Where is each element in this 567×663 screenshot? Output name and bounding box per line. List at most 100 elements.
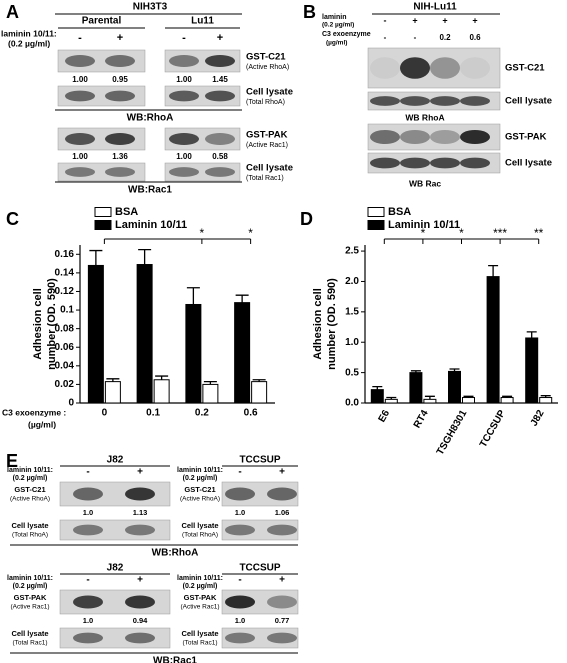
y-tick-label: 0 [68, 398, 74, 409]
treatment-label: (0.2 µg/ml) [183, 583, 218, 590]
band [169, 55, 199, 67]
panel-letter: E [6, 451, 18, 471]
x-tick-label: 0 [102, 408, 108, 419]
treatment-sign: + [279, 575, 285, 586]
y-tick-label: 0.5 [345, 367, 359, 378]
bar [104, 381, 121, 404]
band [267, 487, 297, 501]
bar [448, 370, 461, 404]
band [370, 96, 400, 106]
band [225, 524, 255, 536]
row-label: GST-PAK [184, 593, 217, 602]
band [400, 96, 430, 106]
y-axis-label: Adhesion cell [32, 288, 44, 360]
band [370, 157, 400, 169]
error-bar [410, 370, 421, 373]
treatment-sign: + [279, 467, 285, 478]
condition-value: + [442, 15, 447, 25]
band [125, 595, 155, 609]
error-bar [252, 379, 266, 382]
band [65, 55, 95, 67]
y-tick-label: 1.0 [345, 337, 359, 348]
row-sublabel: (Total Rac1) [12, 640, 47, 647]
condition-value: + [472, 15, 477, 25]
row-label: GST-C21 [184, 485, 215, 494]
y-axis-label: Adhesion cell [312, 288, 324, 360]
band-ratio: 1.0 [235, 508, 245, 517]
band [400, 57, 430, 79]
wb-label: WB RhoA [405, 112, 444, 122]
significance-mark: * [200, 226, 205, 240]
row-label: Cell lysate [505, 158, 552, 169]
error-bar [106, 378, 120, 382]
legend-swatch [367, 220, 385, 230]
legend-label: Laminin 10/11 [115, 219, 187, 231]
row-sublabel: (Active RhoA) [10, 496, 50, 503]
band [73, 487, 103, 501]
band [205, 55, 235, 67]
group-name: Parental [82, 16, 122, 27]
band [225, 632, 255, 644]
bar [87, 264, 104, 404]
x-tick-label: 0.1 [146, 408, 160, 419]
error-bar [502, 395, 513, 398]
y-tick-label: 2.0 [345, 276, 359, 287]
bar [423, 398, 437, 404]
band-ratio: 1.00 [72, 75, 88, 84]
band-ratio: 0.58 [212, 152, 228, 161]
band [460, 157, 490, 169]
band [225, 487, 255, 501]
bar [462, 397, 475, 404]
row-label: GST-C21 [14, 485, 45, 494]
treatment-label: laminin 10/11: [7, 467, 53, 474]
error-bar [386, 396, 397, 400]
bar [136, 264, 153, 404]
band [73, 524, 103, 536]
error-bar [138, 248, 152, 265]
condition-value: - [384, 33, 387, 42]
row-sublabel: (Total Rac1) [246, 175, 284, 182]
band [105, 55, 135, 67]
y-tick-label: 1.5 [345, 306, 359, 317]
condition-value: - [414, 33, 417, 42]
band-ratio: 1.36 [112, 152, 128, 161]
band [205, 90, 235, 102]
group-name: Lu11 [191, 16, 214, 27]
significance-mark: ** [534, 226, 544, 240]
x-tick-label: 0.2 [195, 408, 209, 419]
wb-label: WB:RhoA [127, 113, 174, 124]
significance-mark: * [248, 226, 253, 240]
condition-value: 0.2 [439, 33, 451, 42]
band [205, 133, 235, 145]
group-name: J82 [107, 455, 124, 466]
bar [251, 381, 268, 404]
band-ratio: 0.95 [112, 75, 128, 84]
error-bar [372, 385, 383, 390]
band [267, 524, 297, 536]
band [105, 90, 135, 102]
y-tick-label: 0.16 [55, 249, 75, 260]
y-tick-label: 0.04 [55, 360, 75, 371]
row-label: GST-PAK [505, 132, 547, 143]
error-bar [203, 380, 217, 385]
treatment-label: (0.2 µg/ml) [13, 583, 48, 590]
x-tick-label: 0.6 [244, 408, 258, 419]
blot-header: NIH-Lu11 [413, 2, 457, 13]
band [267, 595, 297, 609]
condition-value: - [384, 15, 387, 25]
row-sublabel: (Active RhoA) [246, 64, 289, 71]
row-label: GST-C21 [246, 52, 286, 63]
row-sublabel: (Active Rac1) [10, 604, 49, 611]
error-bar [235, 294, 249, 303]
row-sublabel: (Total RhoA) [246, 99, 285, 106]
error-bar [89, 249, 103, 266]
band-ratio: 1.00 [176, 152, 192, 161]
row-label: Cell lysate [181, 629, 218, 638]
bar [500, 397, 514, 404]
treatment-sign: + [117, 32, 123, 44]
error-bar [540, 395, 551, 398]
bar [525, 337, 539, 404]
band [65, 167, 95, 177]
band [225, 595, 255, 609]
